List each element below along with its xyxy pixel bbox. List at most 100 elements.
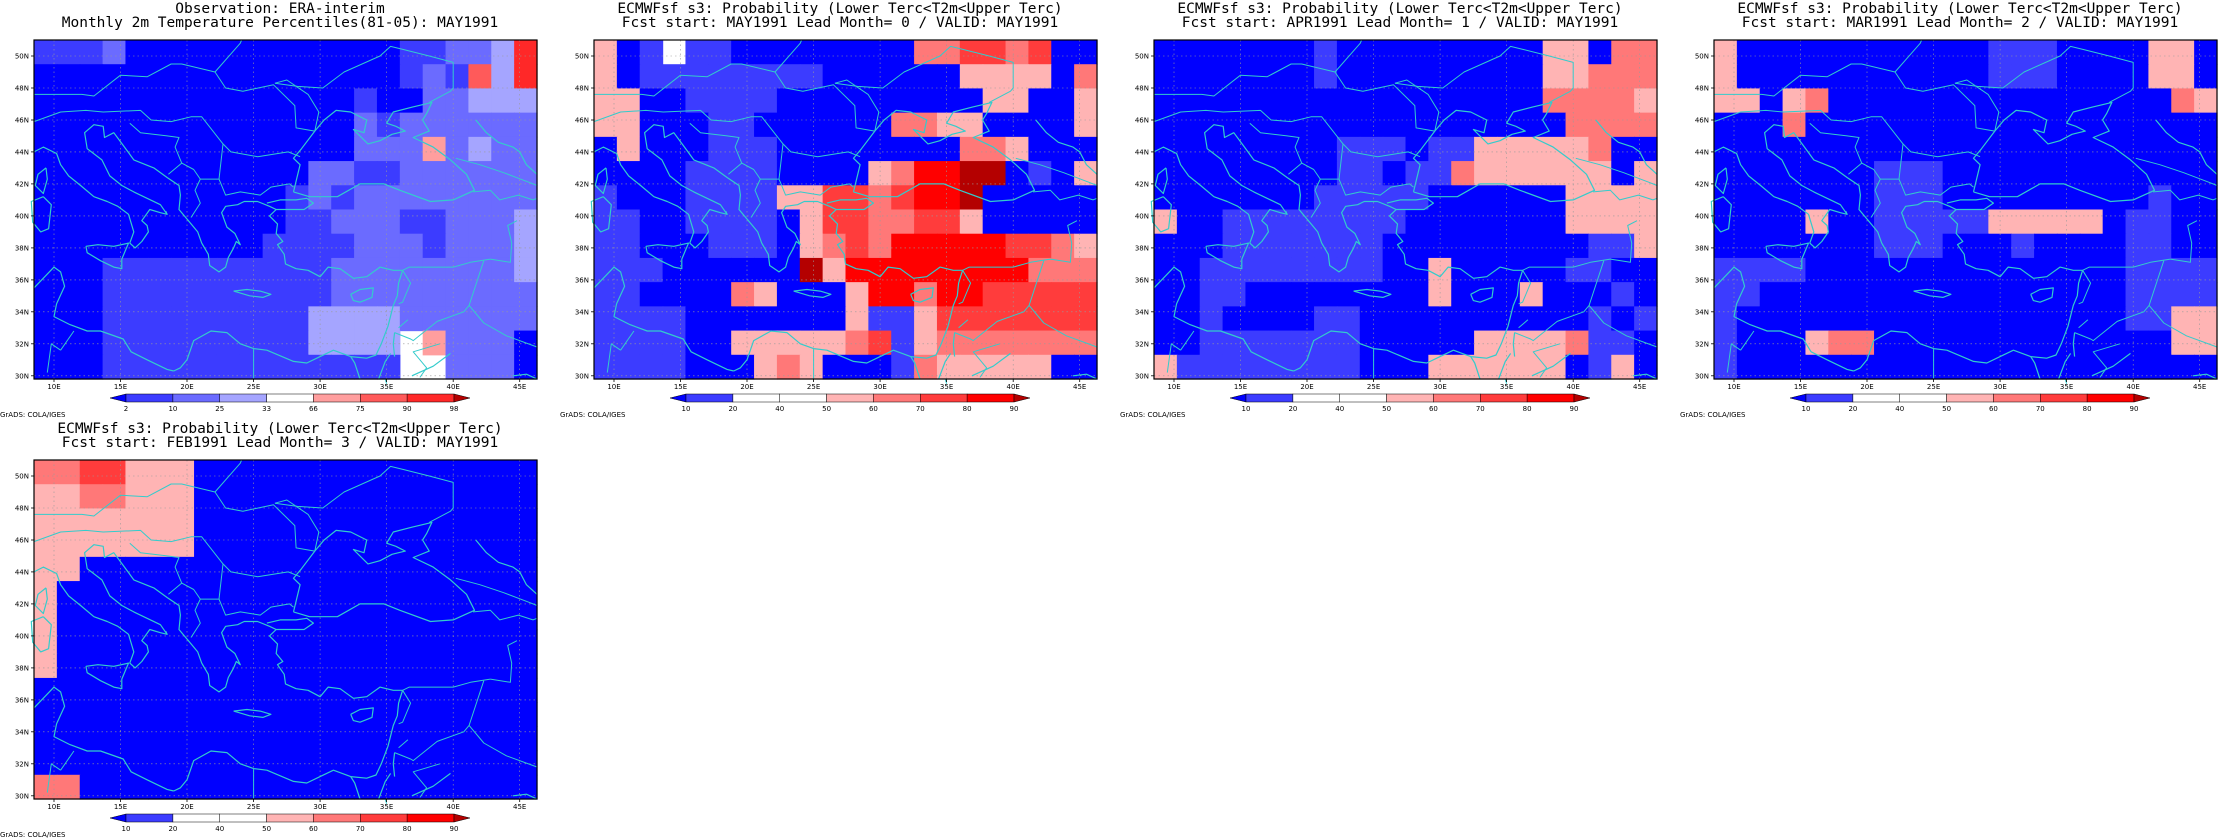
grid-cell xyxy=(285,460,309,485)
grid-cell xyxy=(468,282,492,307)
grid-cell xyxy=(468,508,492,534)
grid-cell xyxy=(514,556,538,582)
grid-cell xyxy=(445,136,470,162)
grid-cell xyxy=(754,40,778,65)
grid-cell xyxy=(2011,209,2035,235)
grid-cell xyxy=(354,161,378,186)
coastline xyxy=(350,707,374,723)
grid-cell xyxy=(616,40,641,65)
grid-cell xyxy=(982,161,1007,186)
grid-cell xyxy=(1154,40,1178,65)
grid-cell xyxy=(376,581,401,606)
colorbar-swatch xyxy=(966,393,1015,403)
grid-cell xyxy=(1359,209,1384,235)
grid-cell xyxy=(1496,136,1521,162)
grid-cell xyxy=(685,112,709,138)
grid-cell xyxy=(1428,209,1452,235)
grid-cell xyxy=(1474,161,1498,186)
grid-cell xyxy=(1611,88,1635,114)
grid-cell xyxy=(776,257,801,283)
grid-cell xyxy=(422,605,447,631)
grid-cell xyxy=(491,64,515,90)
grid-cell xyxy=(891,233,915,259)
lat-tick-label: 30N xyxy=(1695,372,1709,380)
grid-cell xyxy=(1222,112,1247,138)
border-line xyxy=(1714,63,1995,132)
grid-cell xyxy=(1782,136,1807,162)
grid-cell xyxy=(1919,330,1944,356)
grid-cell xyxy=(2079,185,2104,211)
grid-cell xyxy=(1942,185,1967,211)
grid-cell xyxy=(959,64,984,90)
borders xyxy=(33,459,538,804)
grid-cell xyxy=(308,88,332,114)
grid-cell xyxy=(1542,233,1567,259)
grid-cell xyxy=(868,233,892,259)
border-line xyxy=(384,378,388,384)
grid-cell xyxy=(2194,88,2218,114)
colorbar-label: 60 xyxy=(1989,405,1998,413)
grid-cell xyxy=(1176,330,1201,356)
grid-cell xyxy=(79,185,104,211)
grid-cell xyxy=(1074,88,1098,114)
grid-cell xyxy=(376,306,401,332)
grid-cell xyxy=(2011,282,2035,307)
border-line xyxy=(34,63,315,132)
grid-cell xyxy=(399,185,424,211)
grid-cell xyxy=(1965,257,1989,283)
grid-cell xyxy=(262,629,287,655)
lon-tick-label: 35E xyxy=(2060,383,2073,391)
grid-cell xyxy=(1268,64,1292,90)
grid-cell xyxy=(422,257,447,283)
grid-cell xyxy=(354,774,378,800)
grid-cell xyxy=(1405,40,1429,65)
grid-cell xyxy=(79,257,104,283)
grid-cell xyxy=(1222,209,1247,235)
colorbar-label: 66 xyxy=(309,405,318,413)
grid-cell xyxy=(354,726,378,752)
border-line xyxy=(1301,162,1321,218)
grid-cell xyxy=(1565,161,1590,186)
grid-cell xyxy=(708,282,732,307)
coastline xyxy=(350,776,361,800)
colorbar-swatch xyxy=(826,393,874,403)
grid-cell xyxy=(445,532,470,558)
grid-cell xyxy=(331,774,355,800)
grid-cell xyxy=(34,161,58,186)
grid-cell xyxy=(1542,257,1567,283)
colorbar-swatch xyxy=(1573,393,1591,403)
grid-cell xyxy=(468,460,492,485)
grid-cell xyxy=(2011,185,2035,211)
grid-cell xyxy=(445,702,470,727)
grid-cell xyxy=(1828,185,1852,211)
grid-cell xyxy=(1268,112,1292,138)
grid-cell xyxy=(1451,209,1475,235)
grid-cell xyxy=(514,460,538,485)
grid-cell xyxy=(399,750,424,776)
grid-cell xyxy=(982,282,1007,307)
grid-cell xyxy=(1611,233,1635,259)
grid-cell xyxy=(194,354,218,380)
grid-cell xyxy=(822,40,847,65)
grid-cell xyxy=(1759,354,1784,380)
panel-observation: Observation: ERA-interim Monthly 2m Temp… xyxy=(0,0,560,420)
grid-cell xyxy=(1634,136,1658,162)
grid-cell xyxy=(445,774,470,800)
grid-cell xyxy=(491,209,515,235)
grid-cell xyxy=(1245,185,1269,211)
grid-cell xyxy=(845,330,869,356)
grid-cell xyxy=(331,354,355,380)
colorbar-swatches xyxy=(1229,393,1591,403)
coastline xyxy=(33,266,174,372)
grid-cell xyxy=(754,112,778,138)
grid-cell xyxy=(376,605,401,631)
grid-cell xyxy=(422,581,447,606)
grid-cell xyxy=(799,112,824,138)
grid-cell xyxy=(1759,136,1784,162)
grid-cell xyxy=(959,330,984,356)
grid-cell xyxy=(239,508,264,534)
coastline xyxy=(590,196,612,233)
border-line xyxy=(958,319,969,329)
grid-cell xyxy=(1759,306,1784,332)
grid-cell xyxy=(262,233,287,259)
